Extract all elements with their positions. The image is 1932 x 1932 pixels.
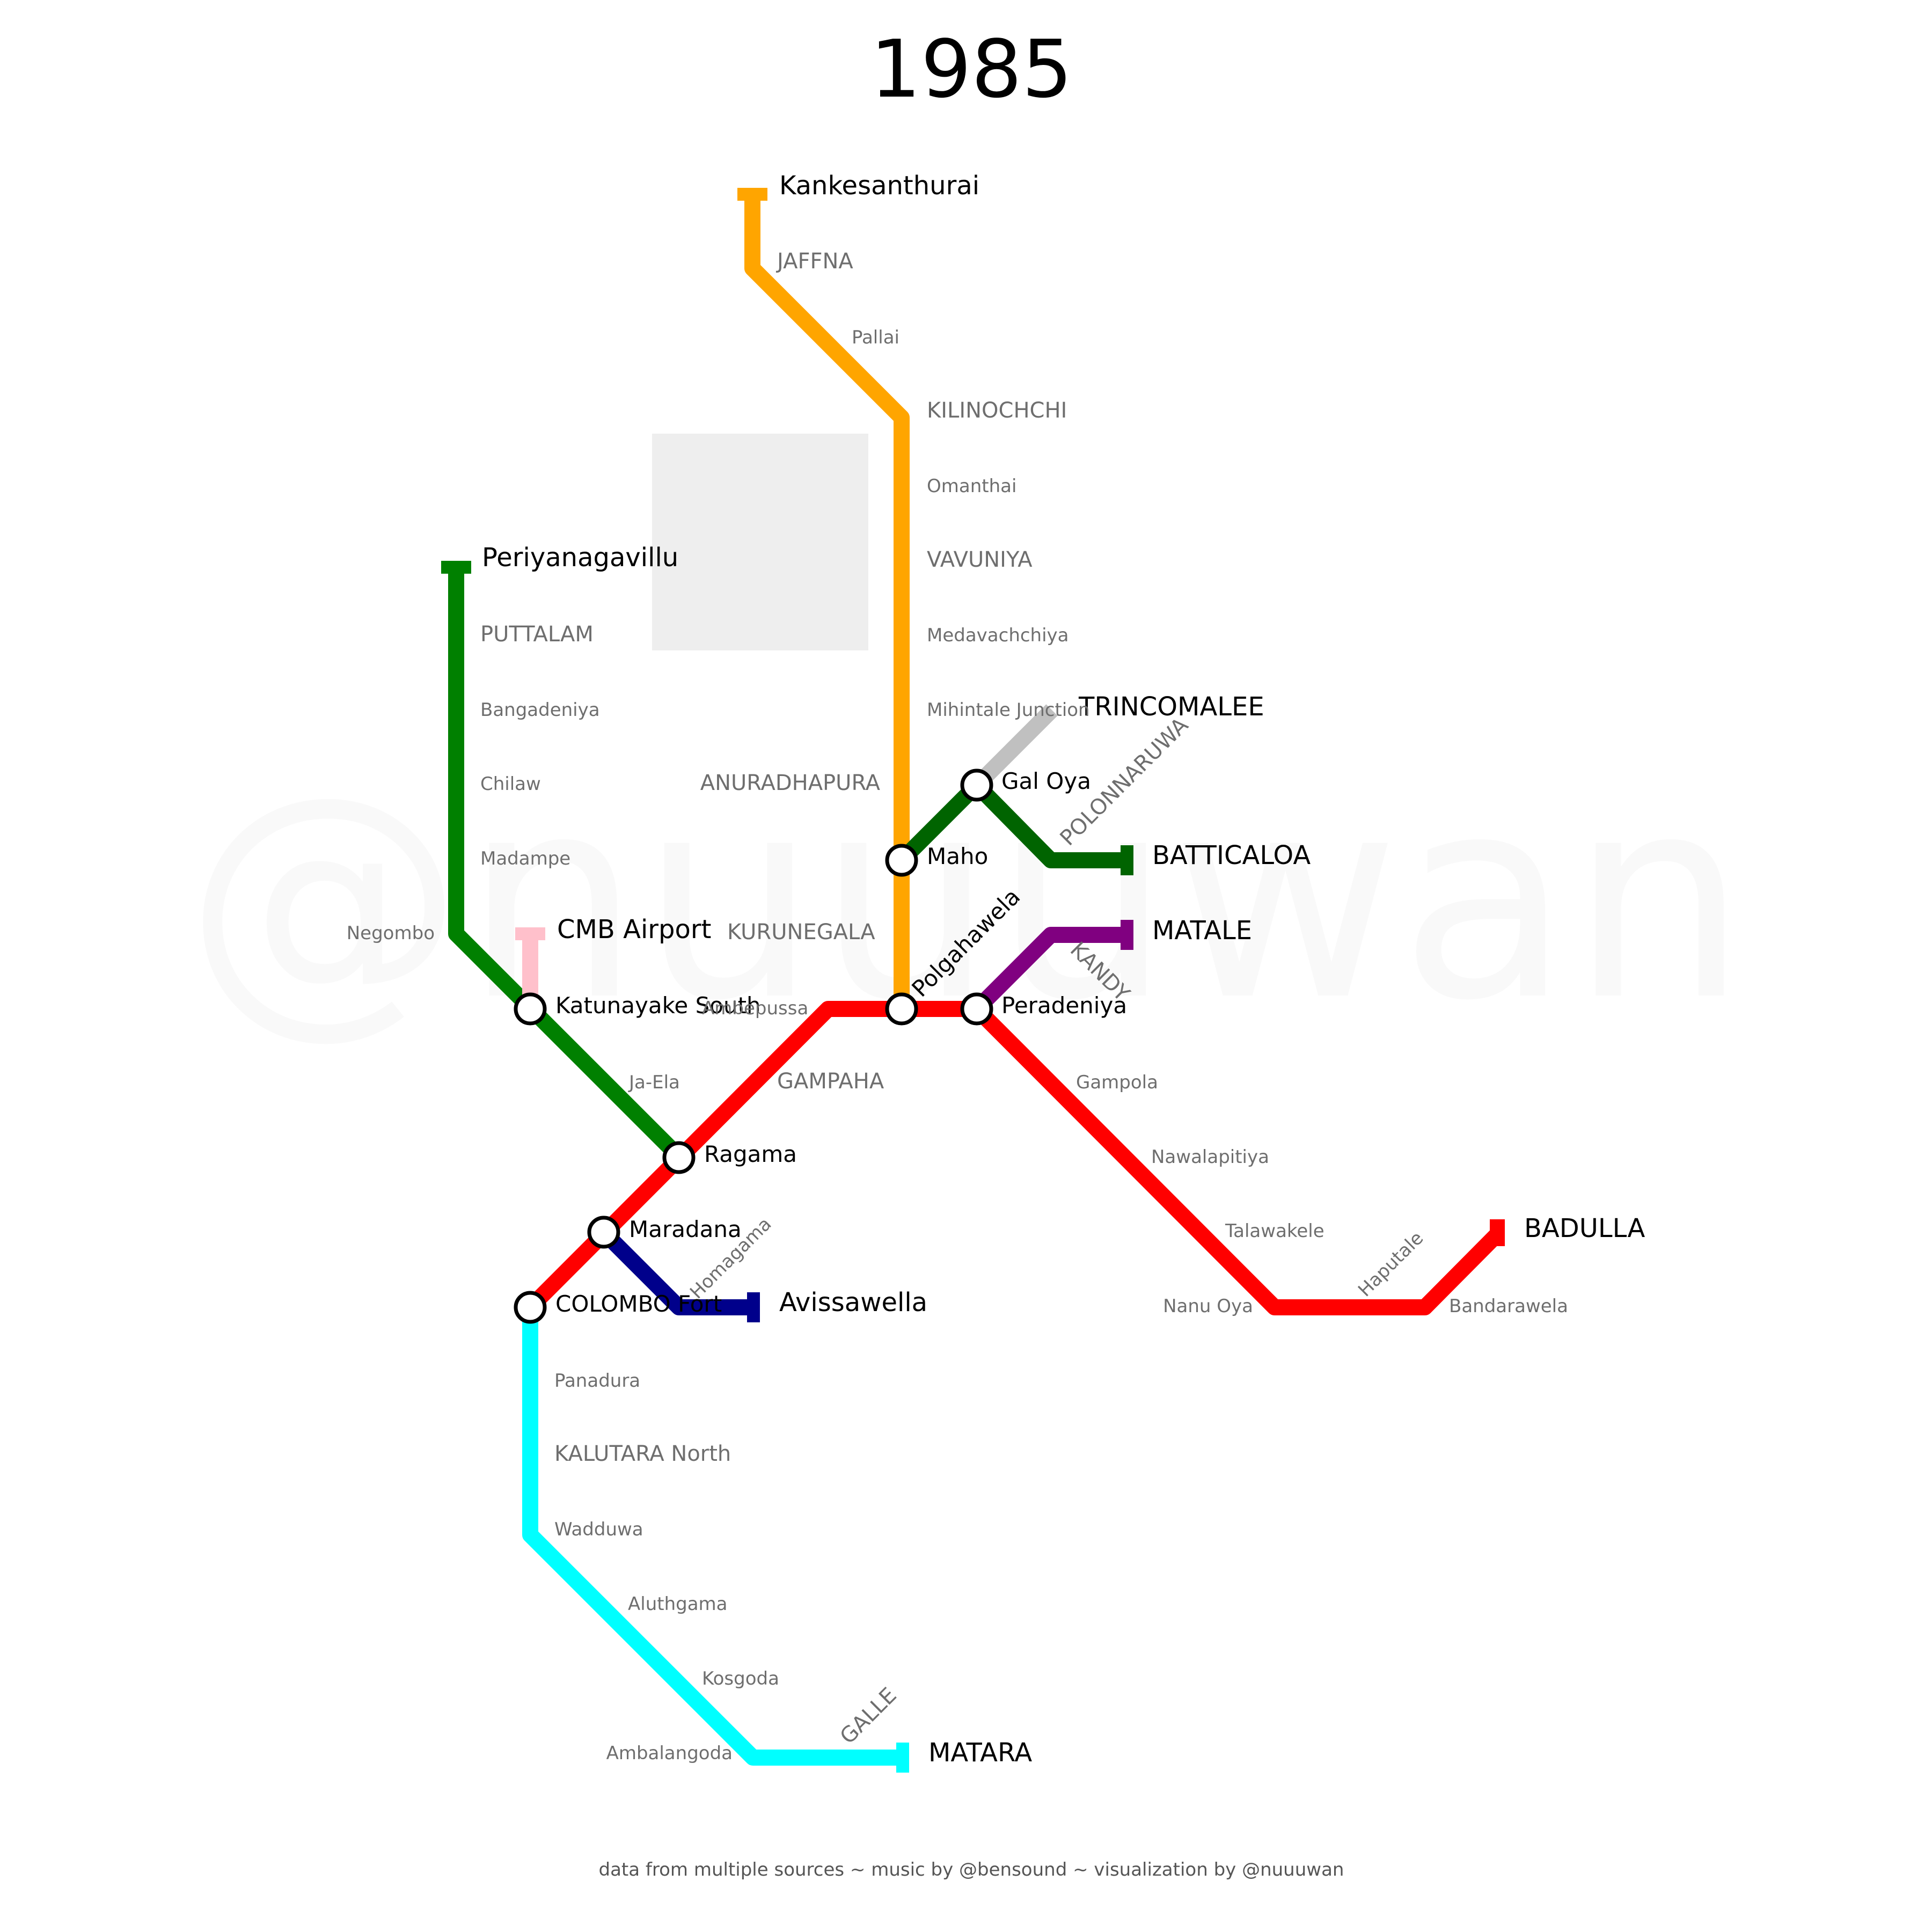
station-label-ambalangoda: Ambalangoda — [606, 1743, 733, 1764]
line-main — [524, 1001, 1503, 1315]
station-label-omanthai: Omanthai — [927, 475, 1016, 497]
cap-badulla — [1490, 1219, 1505, 1246]
cap-matara — [896, 1743, 909, 1773]
line-kelani-valley — [598, 1226, 752, 1315]
station-peradeniya[interactable] — [960, 992, 993, 1026]
year-title: 1985 — [870, 23, 1073, 115]
label-periyanagavillu: Periyanagavillu — [482, 543, 678, 573]
label-matale: MATALE — [1152, 916, 1252, 946]
region-gampaha: GAMPAHA — [777, 1069, 884, 1094]
region-galle: GALLE — [836, 1683, 902, 1749]
station-katunayake-south[interactable] — [514, 992, 547, 1026]
cap-kankesanthurai — [737, 188, 767, 201]
cap-periyanagavillu — [441, 561, 471, 574]
station-label-pallai: Pallai — [852, 327, 899, 348]
station-label-medavachchiya: Medavachchiya — [927, 625, 1069, 646]
label-katunayake-south: Katunayake South — [555, 992, 761, 1019]
station-maradana[interactable] — [587, 1216, 620, 1249]
terminal-caps — [441, 188, 1505, 1773]
label-avissawella: Avissawella — [779, 1287, 927, 1318]
station-label-nanu-oya: Nanu Oya — [1163, 1296, 1253, 1317]
label-cmb-airport: CMB Airport — [557, 914, 711, 945]
region-kurunegala: KURUNEGALA — [727, 920, 875, 945]
label-maradana: Maradana — [629, 1216, 742, 1242]
label-peradeniya: Peradeniya — [1001, 992, 1127, 1019]
terminal-labels: Kankesanthurai Periyanagavillu CMB Airpo… — [482, 171, 1645, 1768]
line-matale — [971, 927, 1126, 1015]
station-label-aluthgama: Aluthgama — [628, 1593, 728, 1615]
station-label-ambepussa: Ambepussa — [702, 998, 808, 1019]
label-ragama: Ragama — [704, 1141, 797, 1167]
station-label-panadura: Panadura — [554, 1370, 640, 1392]
region-kalutara: KALUTARA North — [554, 1441, 731, 1466]
station-label-haputale: Haputale — [1354, 1227, 1428, 1301]
station-label-kosgoda: Kosgoda — [702, 1668, 779, 1689]
line-coastal — [522, 1307, 902, 1766]
station-ragama[interactable] — [662, 1141, 696, 1174]
junction-stations — [514, 769, 993, 1324]
station-label-negombo: Negombo — [347, 923, 435, 944]
label-maho: Maho — [927, 843, 988, 869]
station-label-bandarawela: Bandarawela — [1449, 1296, 1568, 1317]
station-label-chilaw: Chilaw — [480, 773, 541, 795]
label-colombo-fort: COLOMBO Fort — [555, 1291, 722, 1317]
railway-lines — [448, 193, 1503, 1766]
cap-batticaloa — [1121, 845, 1133, 875]
station-label-mihintale: Mihintale Junction — [927, 699, 1090, 721]
station-label-gampola: Gampola — [1076, 1072, 1158, 1093]
station-label-talawakele: Talawakele — [1225, 1220, 1324, 1242]
station-gal-oya[interactable] — [960, 769, 993, 802]
station-colombo-fort[interactable] — [514, 1291, 547, 1324]
line-trincomalee — [971, 704, 1058, 791]
cap-avissawella — [747, 1292, 760, 1322]
region-kilinochchi: KILINOCHCHI — [927, 398, 1067, 423]
line-batticaloa — [896, 777, 1126, 868]
station-maho[interactable] — [885, 844, 918, 877]
label-trincomalee: TRINCOMALEE — [1078, 692, 1264, 722]
label-gal-oya: Gal Oya — [1001, 768, 1091, 794]
station-polgahawela[interactable] — [885, 992, 918, 1026]
region-puttalam: PUTTALAM — [480, 622, 594, 647]
region-jaffna: JAFFNA — [775, 249, 853, 274]
station-label-ja-ela: Ja-Ela — [628, 1072, 680, 1093]
label-batticaloa: BATTICALOA — [1152, 840, 1311, 870]
cap-matale — [1121, 920, 1133, 950]
station-label-wadduwa: Wadduwa — [554, 1519, 643, 1540]
station-label-bangadeniya: Bangadeniya — [480, 699, 600, 721]
label-badulla: BADULLA — [1524, 1213, 1645, 1243]
footer-credits: data from multiple sources ~ music by @b… — [599, 1859, 1344, 1880]
line-northern — [744, 193, 910, 1008]
region-anuradhapura: ANURADHAPURA — [700, 771, 881, 795]
station-label-madampe: Madampe — [480, 848, 570, 869]
line-puttalam — [448, 566, 685, 1162]
overlay-box — [652, 434, 868, 650]
label-kankesanthurai: Kankesanthurai — [779, 171, 979, 201]
station-label-nawalapitiya: Nawalapitiya — [1151, 1146, 1269, 1168]
cap-cmb-airport — [515, 927, 545, 940]
label-matara: MATARA — [928, 1738, 1032, 1768]
region-vavuniya: VAVUNIYA — [927, 547, 1033, 572]
